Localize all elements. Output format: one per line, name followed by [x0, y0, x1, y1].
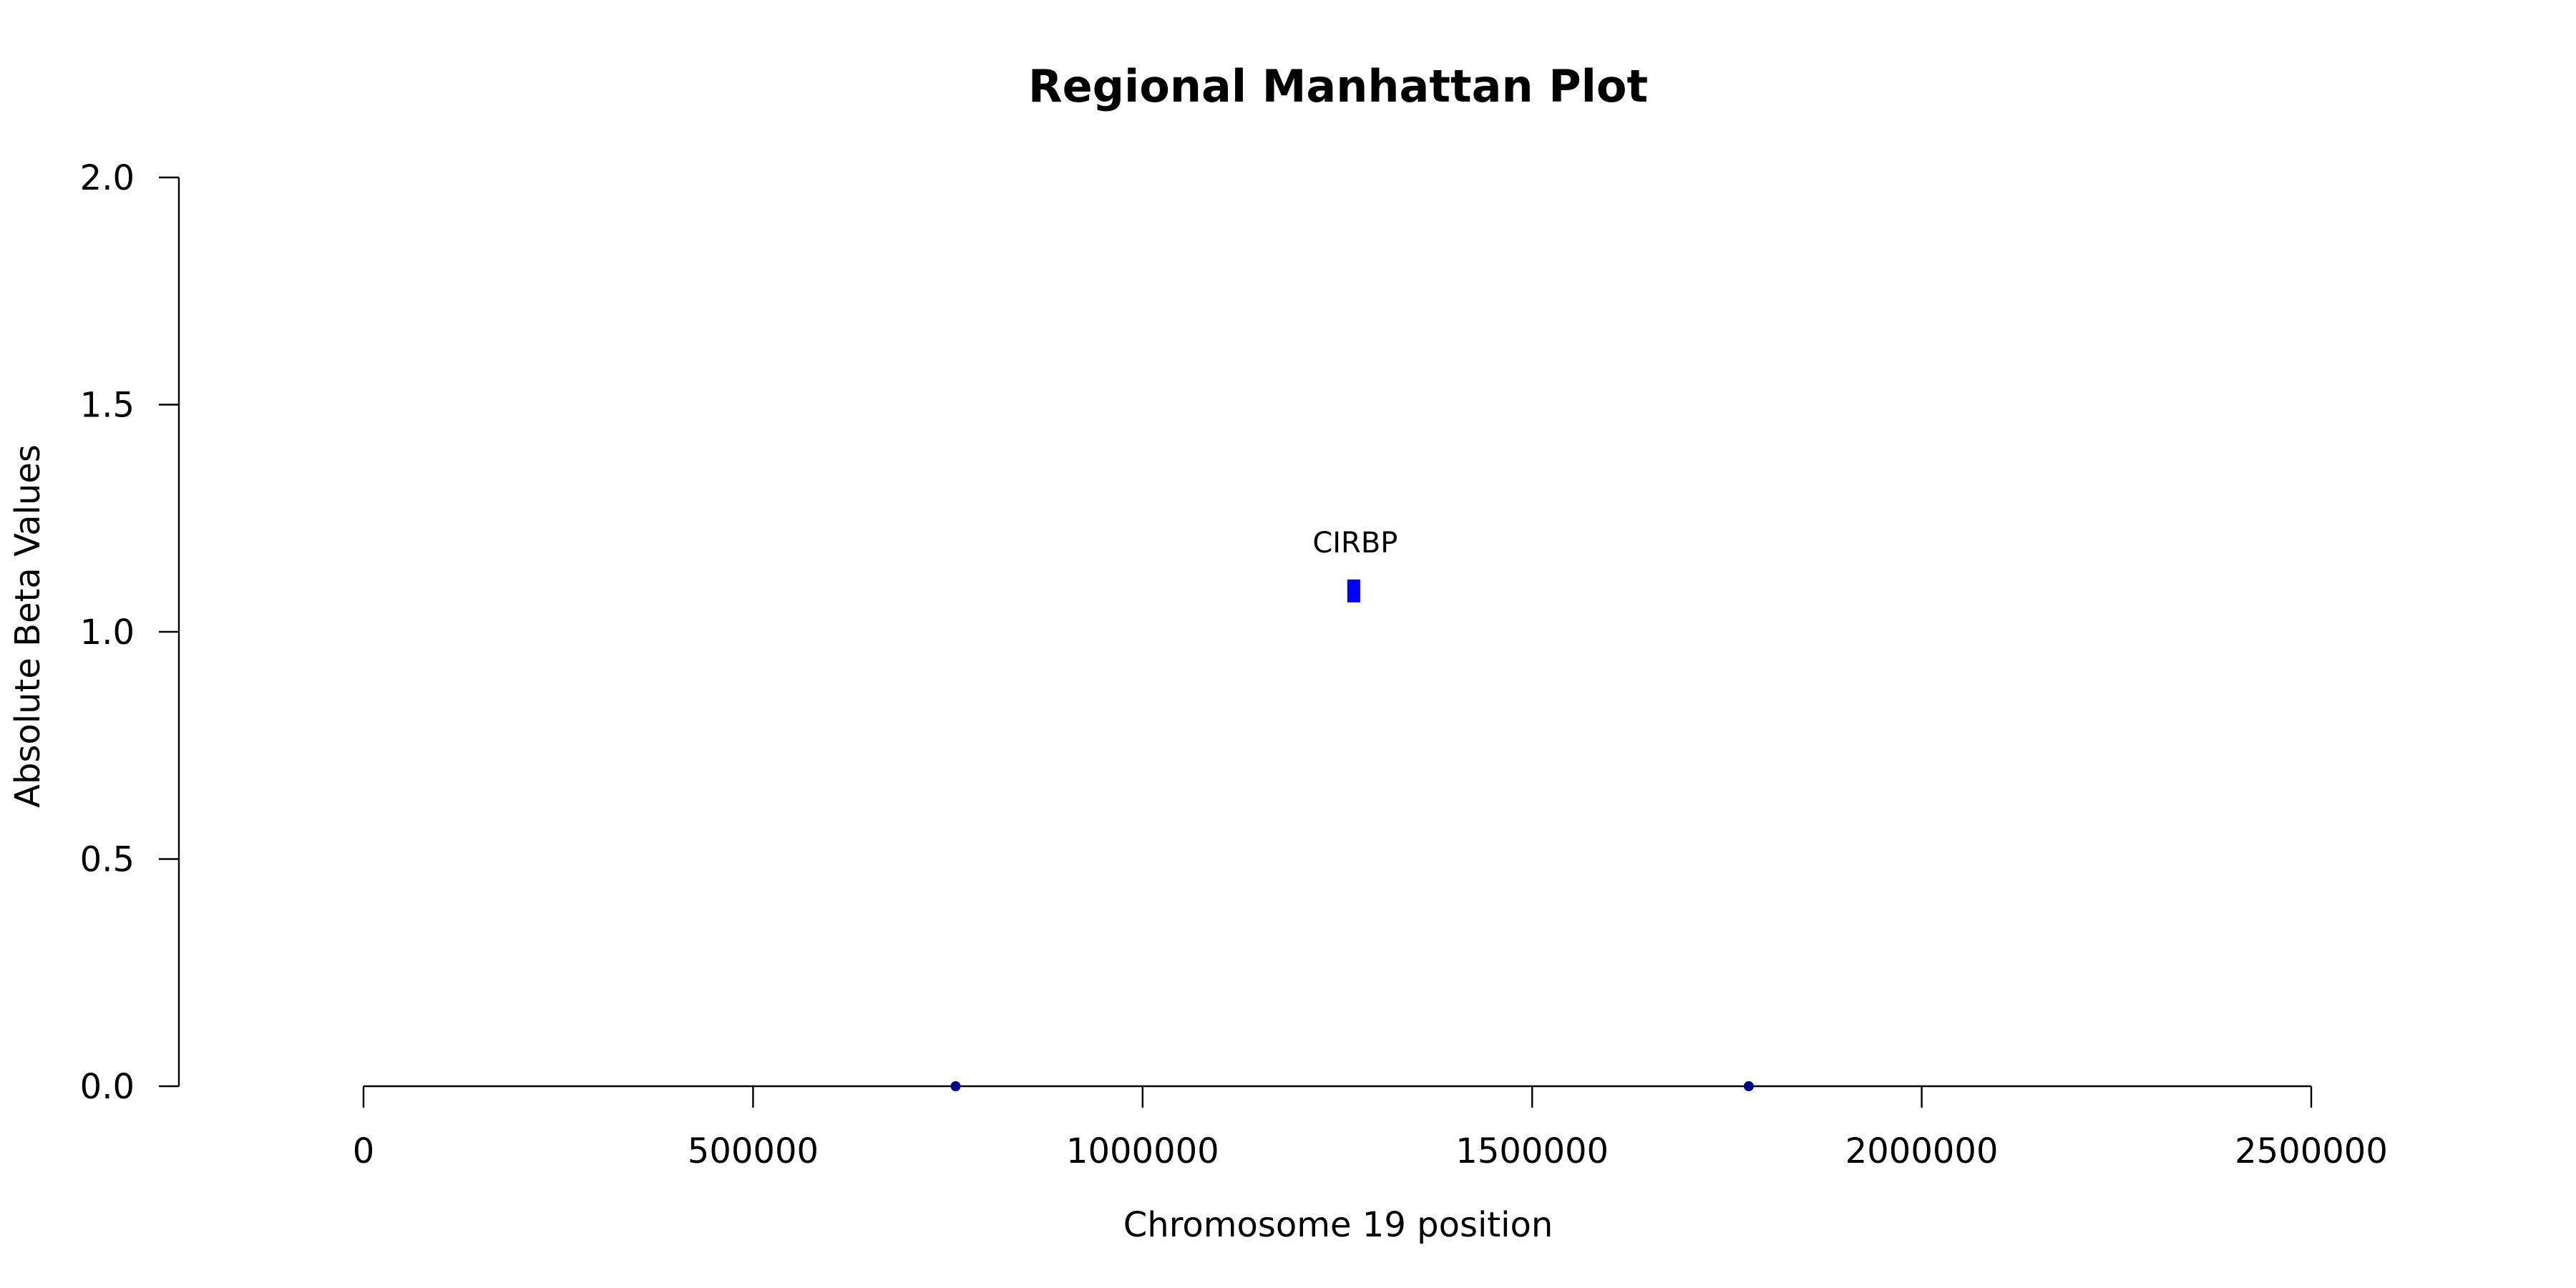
y-tick-label: 2.0	[80, 158, 135, 198]
data-point	[950, 1081, 961, 1091]
y-axis: 0.0 0.5 1.0 1.5 2.0	[80, 158, 180, 1107]
y-tick-label: 0.0	[80, 1067, 135, 1107]
x-tick-label: 1500000	[1455, 1131, 1609, 1171]
y-tick-label: 1.0	[80, 613, 135, 653]
plot-points: CIRBP	[950, 527, 1754, 1091]
x-tick-label: 2500000	[2235, 1131, 2388, 1171]
x-tick-label: 1000000	[1066, 1131, 1219, 1171]
chart-title: Regional Manhattan Plot	[1028, 60, 1648, 112]
y-axis-label: Absolute Beta Values	[8, 444, 48, 808]
x-tick-label: 0	[353, 1131, 375, 1171]
data-point	[1347, 579, 1360, 602]
x-tick-label: 2000000	[1845, 1131, 1999, 1171]
y-tick-label: 1.5	[80, 386, 135, 426]
y-tick-label: 0.5	[80, 840, 135, 880]
x-tick-label: 500000	[688, 1131, 819, 1171]
data-point	[1743, 1081, 1754, 1091]
x-axis: 0 500000 1000000 1500000 2000000 2500000	[353, 1085, 2388, 1171]
x-axis-label: Chromosome 19 position	[1123, 1205, 1553, 1245]
point-annotation: CIRBP	[1312, 527, 1397, 560]
